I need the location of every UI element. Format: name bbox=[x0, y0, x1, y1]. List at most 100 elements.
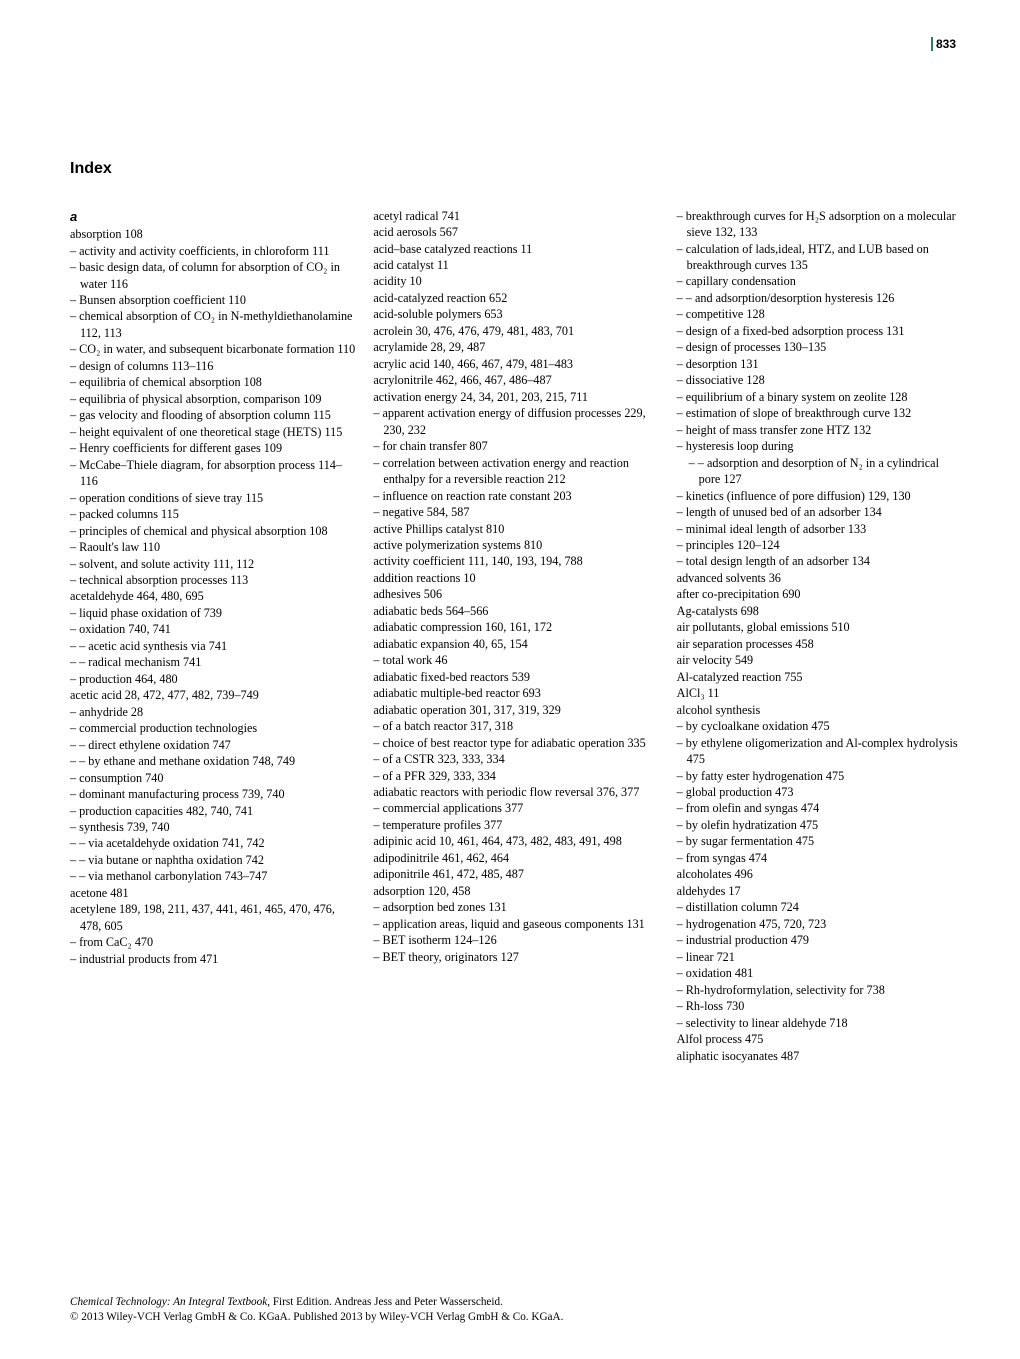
index-entry: – – via butane or naphtha oxidation 742 bbox=[70, 852, 355, 868]
index-columns: a absorption 108– activity and activity … bbox=[70, 208, 962, 1064]
index-entry: adiabatic multiple-bed reactor 693 bbox=[373, 685, 658, 701]
page-body: Index a absorption 108– activity and act… bbox=[0, 0, 1020, 1094]
index-entry: – Raoult's law 110 bbox=[70, 539, 355, 555]
index-entry: – gas velocity and flooding of absorptio… bbox=[70, 407, 355, 423]
index-entry: – adsorption bed zones 131 bbox=[373, 899, 658, 915]
index-entry: acetone 481 bbox=[70, 885, 355, 901]
index-entry: acrylic acid 140, 466, 467, 479, 481–483 bbox=[373, 356, 658, 372]
index-entry: – by sugar fermentation 475 bbox=[677, 833, 962, 849]
letter-heading-a: a bbox=[70, 208, 355, 226]
index-entry: adiabatic operation 301, 317, 319, 329 bbox=[373, 702, 658, 718]
index-entry: – equilibrium of a binary system on zeol… bbox=[677, 389, 962, 405]
index-entry: adiabatic beds 564–566 bbox=[373, 603, 658, 619]
index-entry: adiabatic fixed-bed reactors 539 bbox=[373, 669, 658, 685]
index-entry: – industrial products from 471 bbox=[70, 951, 355, 967]
index-entry: – hysteresis loop during bbox=[677, 438, 962, 454]
index-entry: – commercial production technologies bbox=[70, 720, 355, 736]
index-entry: – packed columns 115 bbox=[70, 506, 355, 522]
index-entry: – for chain transfer 807 bbox=[373, 438, 658, 454]
index-entry: – solvent, and solute activity 111, 112 bbox=[70, 556, 355, 572]
index-entry: – temperature profiles 377 bbox=[373, 817, 658, 833]
index-entry: active Phillips catalyst 810 bbox=[373, 521, 658, 537]
index-entry: – design of columns 113–116 bbox=[70, 358, 355, 374]
footer-edition: , First Edition. Andreas Jess and Peter … bbox=[267, 1296, 503, 1308]
page-number-text: 833 bbox=[936, 37, 956, 51]
page-footer: Chemical Technology: An Integral Textboo… bbox=[70, 1295, 563, 1325]
index-entry: – technical absorption processes 113 bbox=[70, 572, 355, 588]
index-entry: – of a batch reactor 317, 318 bbox=[373, 718, 658, 734]
index-entry: absorption 108 bbox=[70, 226, 355, 242]
index-entry: – McCabe–Thiele diagram, for absorption … bbox=[70, 457, 355, 490]
index-entry: adhesives 506 bbox=[373, 586, 658, 602]
index-entry: – operation conditions of sieve tray 115 bbox=[70, 490, 355, 506]
index-entry: – of a CSTR 323, 333, 334 bbox=[373, 751, 658, 767]
index-entry: activity coefficient 111, 140, 193, 194,… bbox=[373, 553, 658, 569]
index-entry: – from CaC₂ 470 bbox=[70, 934, 355, 950]
index-entry: – industrial production 479 bbox=[677, 932, 962, 948]
index-entry: – Rh-hydroformylation, selectivity for 7… bbox=[677, 982, 962, 998]
index-entry: adiabatic expansion 40, 65, 154 bbox=[373, 636, 658, 652]
index-entry: acetylene 189, 198, 211, 437, 441, 461, … bbox=[70, 901, 355, 934]
index-entry: AlCl₃ 11 bbox=[677, 685, 962, 701]
index-entry: – basic design data, of column for absor… bbox=[70, 259, 355, 292]
footer-book-title: Chemical Technology: An Integral Textboo… bbox=[70, 1296, 267, 1308]
index-entry: acetaldehyde 464, 480, 695 bbox=[70, 588, 355, 604]
index-entry: – oxidation 740, 741 bbox=[70, 621, 355, 637]
index-entry: Ag-catalysts 698 bbox=[677, 603, 962, 619]
index-entry: acid-soluble polymers 653 bbox=[373, 306, 658, 322]
index-entry: – from syngas 474 bbox=[677, 850, 962, 866]
index-entry: – competitive 128 bbox=[677, 306, 962, 322]
index-entry: – principles of chemical and physical ab… bbox=[70, 523, 355, 539]
index-entry: adiabatic reactors with periodic flow re… bbox=[373, 784, 658, 800]
index-entry: acid-catalyzed reaction 652 bbox=[373, 290, 658, 306]
index-entry: acrylamide 28, 29, 487 bbox=[373, 339, 658, 355]
index-entry: acidity 10 bbox=[373, 273, 658, 289]
index-entry: – chemical absorption of CO₂ in N-methyl… bbox=[70, 308, 355, 341]
index-entry: – negative 584, 587 bbox=[373, 504, 658, 520]
index-entry: adipinic acid 10, 461, 464, 473, 482, 48… bbox=[373, 833, 658, 849]
index-entry: air pollutants, global emissions 510 bbox=[677, 619, 962, 635]
index-entry: – – radical mechanism 741 bbox=[70, 654, 355, 670]
index-entry: – – adsorption and desorption of N₂ in a… bbox=[677, 455, 962, 488]
index-entry: – – via acetaldehyde oxidation 741, 742 bbox=[70, 835, 355, 851]
index-entry: – height of mass transfer zone HTZ 132 bbox=[677, 422, 962, 438]
index-col-3: – breakthrough curves for H₂S adsorption… bbox=[677, 208, 962, 1064]
index-entry: – by ethylene oligomerization and Al-com… bbox=[677, 735, 962, 768]
index-entry: – by cycloalkane oxidation 475 bbox=[677, 718, 962, 734]
index-entry: – synthesis 739, 740 bbox=[70, 819, 355, 835]
index-entry: – selectivity to linear aldehyde 718 bbox=[677, 1015, 962, 1031]
index-heading: Index bbox=[70, 158, 962, 180]
index-entry: alcoholates 496 bbox=[677, 866, 962, 882]
index-entry: – BET theory, originators 127 bbox=[373, 949, 658, 965]
index-entry: – by olefin hydratization 475 bbox=[677, 817, 962, 833]
index-entry: – liquid phase oxidation of 739 bbox=[70, 605, 355, 621]
index-entry: – apparent activation energy of diffusio… bbox=[373, 405, 658, 438]
index-entry: – capillary condensation bbox=[677, 273, 962, 289]
index-entry: – dissociative 128 bbox=[677, 372, 962, 388]
index-entry: – estimation of slope of breakthrough cu… bbox=[677, 405, 962, 421]
index-entry: – – and adsorption/desorption hysteresis… bbox=[677, 290, 962, 306]
index-entry: – – direct ethylene oxidation 747 bbox=[70, 737, 355, 753]
index-entry: adiponitrile 461, 472, 485, 487 bbox=[373, 866, 658, 882]
index-entry: acetic acid 28, 472, 477, 482, 739–749 bbox=[70, 687, 355, 703]
index-entry: acid catalyst 11 bbox=[373, 257, 658, 273]
index-entry: addition reactions 10 bbox=[373, 570, 658, 586]
index-entry: acid–base catalyzed reactions 11 bbox=[373, 241, 658, 257]
index-entry: aliphatic isocyanates 487 bbox=[677, 1048, 962, 1064]
index-entry: – anhydride 28 bbox=[70, 704, 355, 720]
index-entry: – desorption 131 bbox=[677, 356, 962, 372]
index-entry: aldehydes 17 bbox=[677, 883, 962, 899]
index-entry: – dominant manufacturing process 739, 74… bbox=[70, 786, 355, 802]
index-entry: – principles 120–124 bbox=[677, 537, 962, 553]
index-entry: – Rh-loss 730 bbox=[677, 998, 962, 1014]
index-entry: – of a PFR 329, 333, 334 bbox=[373, 768, 658, 784]
index-entry: Alfol process 475 bbox=[677, 1031, 962, 1047]
index-entry: – from olefin and syngas 474 bbox=[677, 800, 962, 816]
index-entry: after co-precipitation 690 bbox=[677, 586, 962, 602]
index-entry: – global production 473 bbox=[677, 784, 962, 800]
index-entry: – commercial applications 377 bbox=[373, 800, 658, 816]
index-entry: – Henry coefficients for different gases… bbox=[70, 440, 355, 456]
index-entry: – production 464, 480 bbox=[70, 671, 355, 687]
index-col-1: a absorption 108– activity and activity … bbox=[70, 208, 355, 1064]
index-entry: acetyl radical 741 bbox=[373, 208, 658, 224]
